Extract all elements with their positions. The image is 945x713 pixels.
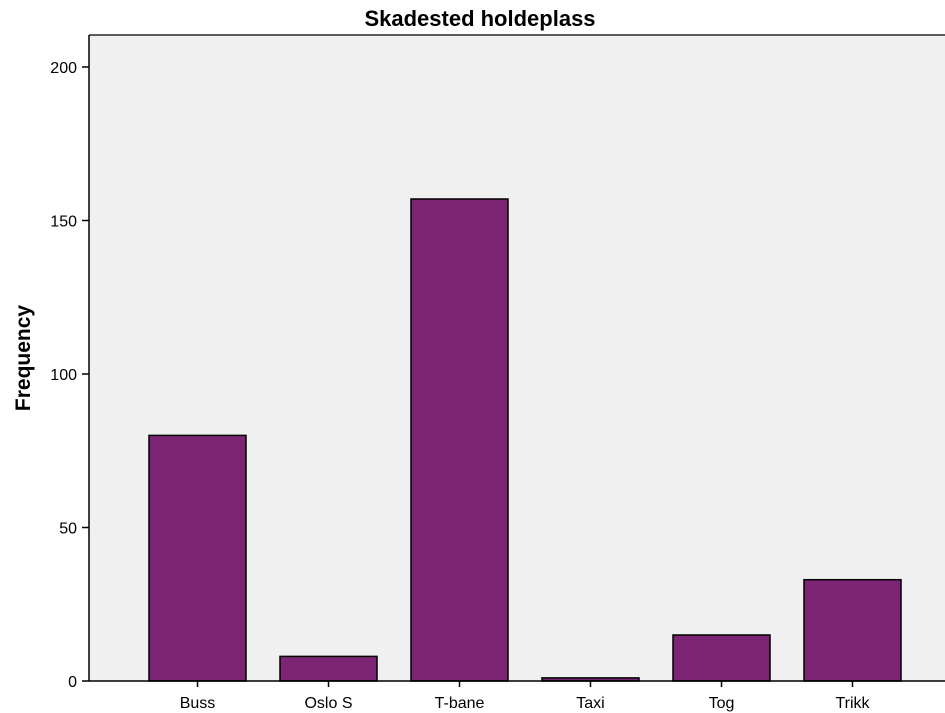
bar-t-bane xyxy=(410,198,509,682)
y-tick-label: 0 xyxy=(68,674,77,691)
y-tick-label: 150 xyxy=(50,214,77,231)
chart-title: Skadested holdeplass xyxy=(364,6,595,31)
x-tick-label: Taxi xyxy=(576,695,604,712)
bar-buss xyxy=(148,434,247,682)
bar-oslo-s xyxy=(279,655,378,682)
bar-tog xyxy=(672,634,771,682)
bar-trikk xyxy=(803,578,902,682)
x-tick-label: Trikk xyxy=(835,695,870,712)
y-axis-ticks: 0 50 100 150 200 xyxy=(50,60,89,691)
x-tick-label: T-bane xyxy=(435,695,485,712)
x-tick-label: Buss xyxy=(180,695,216,712)
y-tick-label: 50 xyxy=(59,521,77,538)
x-axis-ticks: Buss Oslo S T-bane Taxi Tog Trikk xyxy=(180,681,871,712)
x-tick-label: Oslo S xyxy=(304,695,352,712)
y-tick-label: 100 xyxy=(50,367,77,384)
y-axis-label: Frequency xyxy=(12,305,35,412)
y-tick-label: 200 xyxy=(50,60,77,77)
x-tick-label: Tog xyxy=(709,695,735,712)
